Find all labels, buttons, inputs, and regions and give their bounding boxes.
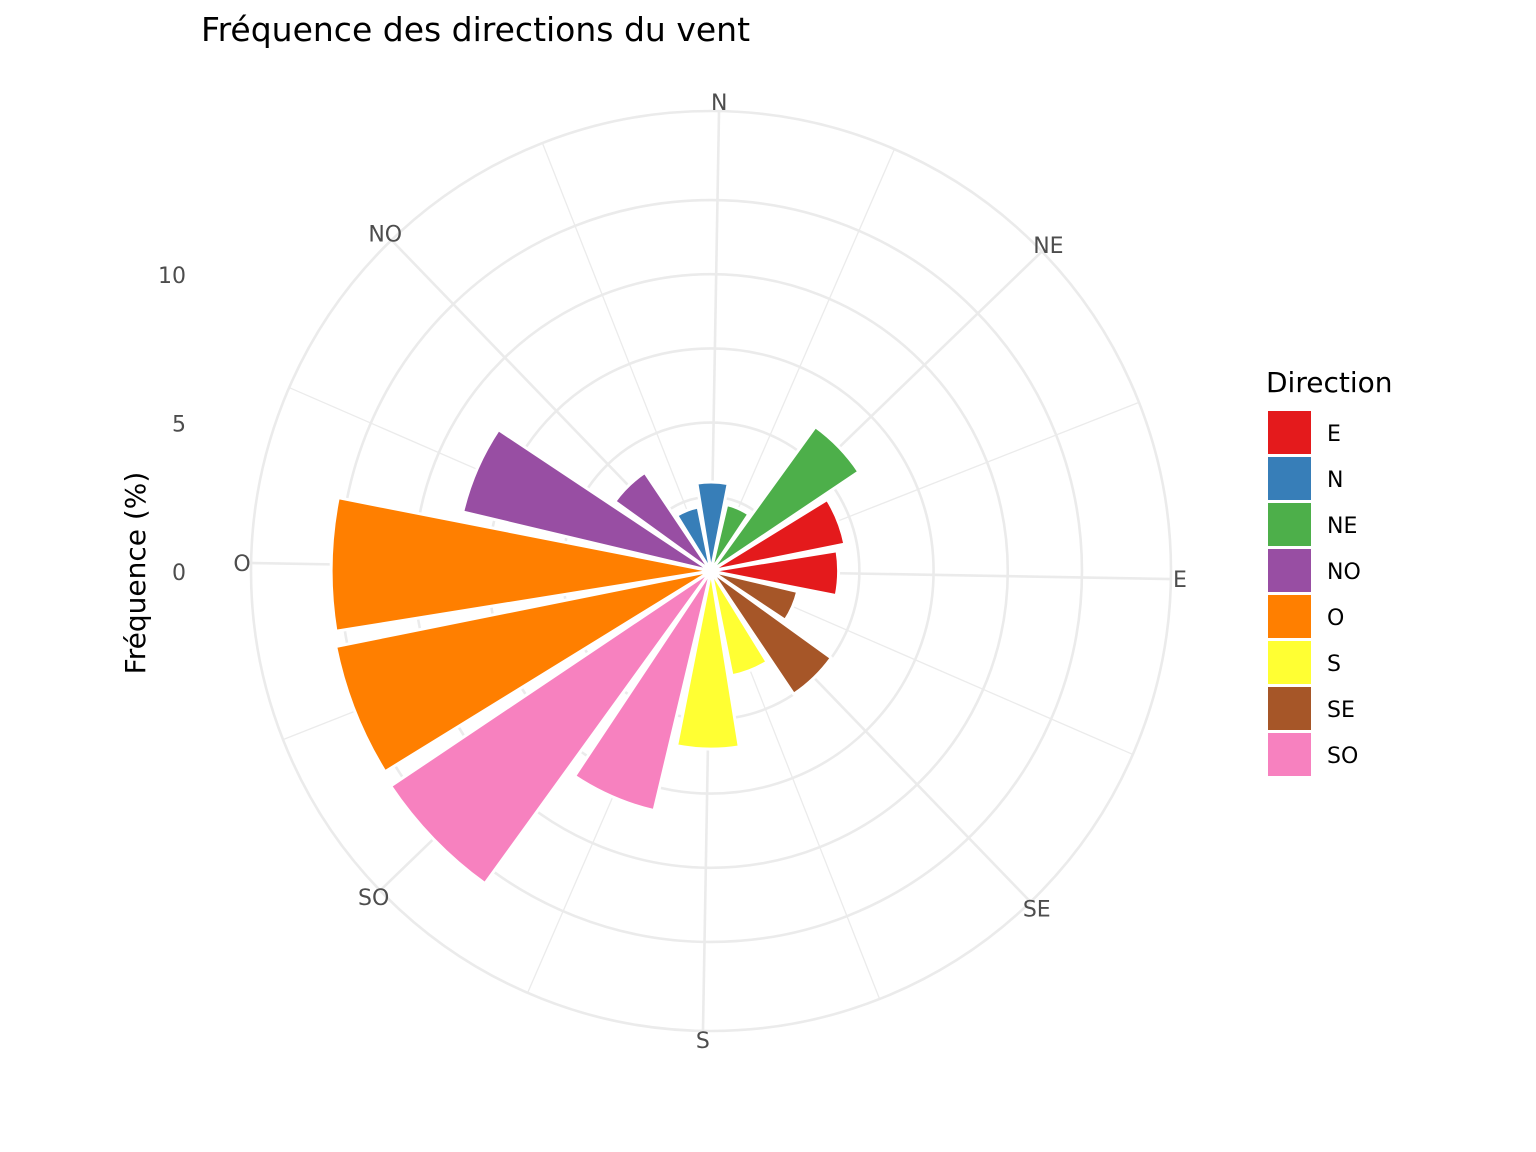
- bar-nne: [709, 503, 751, 573]
- grid-spoke: [710, 148, 896, 572]
- bar-ese: [709, 569, 800, 622]
- bar-nno: [675, 505, 713, 573]
- legend-label: S: [1327, 652, 1341, 677]
- legend-label: E: [1327, 422, 1341, 447]
- legend-key-n: [1268, 457, 1311, 500]
- bar-no: [613, 470, 713, 573]
- legend-label: NE: [1327, 514, 1357, 539]
- bar-se: [709, 569, 833, 696]
- legend-label: NO: [1327, 560, 1361, 585]
- y-axis-label: Fréquence (%): [119, 472, 152, 675]
- grid-spoke: [541, 142, 712, 572]
- legend-label: SO: [1327, 744, 1358, 769]
- legend-key-so: [1268, 733, 1311, 776]
- bar-o: [329, 496, 713, 633]
- bars-group: [329, 425, 861, 886]
- bar-ono: [461, 428, 713, 573]
- radial-tick-label: 5: [172, 413, 186, 438]
- legend-key-e: [1268, 411, 1311, 454]
- legend-label: SE: [1327, 698, 1355, 723]
- bar-s: [675, 569, 741, 751]
- chart-title: Fréquence des directions du vent: [201, 10, 750, 49]
- bar-sse: [709, 569, 769, 678]
- legend-key-se: [1268, 687, 1311, 730]
- bar-n: [695, 480, 730, 573]
- angle-tick-label: SO: [358, 886, 389, 911]
- legend-key-s: [1268, 641, 1311, 684]
- angle-tick-label: S: [696, 1029, 710, 1054]
- radial-tick-label: 10: [158, 264, 186, 289]
- legend-label: N: [1327, 468, 1343, 493]
- legend-key-ne: [1268, 503, 1311, 546]
- bar-sso: [573, 569, 713, 813]
- grid-circle: [249, 109, 1173, 1033]
- legend-label: O: [1327, 606, 1344, 631]
- legend: EN NE NO OS SE SO: [1268, 411, 1361, 776]
- legend-title: Direction: [1266, 366, 1393, 399]
- angle-tick-label: NO: [368, 223, 402, 248]
- bar-ene: [709, 497, 847, 573]
- bar-e: [709, 549, 841, 598]
- radial-tick-label: 0: [172, 561, 186, 586]
- angle-tick-label: E: [1173, 568, 1187, 593]
- bar-oso: [334, 569, 713, 774]
- bar-so: [389, 569, 713, 886]
- axis-ticks: N NE E SE S SO O NO 0 5 10: [158, 91, 1187, 1054]
- bar-ne: [709, 425, 861, 573]
- angle-tick-label: SE: [1023, 897, 1051, 922]
- angle-tick-label: N: [711, 91, 727, 116]
- angle-tick-label: O: [233, 552, 250, 577]
- legend-key-o: [1268, 595, 1311, 638]
- angle-tick-label: NE: [1033, 234, 1063, 259]
- legend-key-no: [1268, 549, 1311, 592]
